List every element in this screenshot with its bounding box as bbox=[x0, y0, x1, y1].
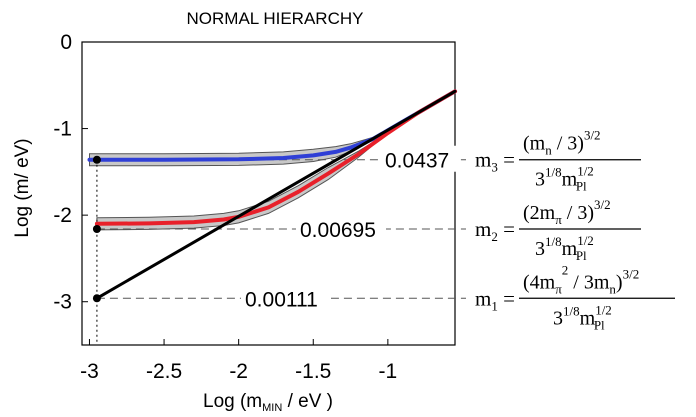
series-layer bbox=[87, 89, 457, 300]
formula-numerator: (mn / 3)3/2 bbox=[523, 128, 601, 158]
formula-lhs: m1 = bbox=[475, 286, 515, 313]
series-line-m1 bbox=[95, 89, 457, 300]
plot-frame bbox=[81, 41, 456, 346]
x-axis-label: Log (mMIN / eV ) bbox=[203, 391, 333, 414]
x-tick-label: -2 bbox=[229, 360, 248, 383]
chart-title: NORMAL HIERARCHY bbox=[187, 9, 364, 28]
y-tick-label: -1 bbox=[53, 118, 72, 141]
formula-denominator: 31/8m1/2 Pl bbox=[535, 164, 594, 194]
intercept-point bbox=[92, 155, 101, 164]
series-line-m2 bbox=[94, 89, 457, 226]
y-tick-label: 0 bbox=[60, 31, 72, 54]
formula-denominator: 31/8m1/2 Pl bbox=[535, 233, 594, 263]
formula-denominator: 31/8m1/2 Pl bbox=[553, 302, 612, 332]
y-tick-label: -2 bbox=[53, 204, 72, 227]
value-label: 0.00695 bbox=[300, 219, 376, 242]
value-label-bg bbox=[381, 145, 459, 172]
value-label-bg bbox=[241, 284, 331, 311]
guide-layer bbox=[96, 159, 466, 345]
intercept-point bbox=[92, 294, 101, 303]
value-label: 0.0437 bbox=[385, 150, 449, 173]
x-tick-label: -3 bbox=[80, 360, 99, 383]
x-tick-label: -2.5 bbox=[146, 360, 182, 383]
formula-lhs: m3 = bbox=[475, 148, 515, 175]
value-label: 0.00111 bbox=[245, 288, 318, 311]
intercept-point bbox=[92, 224, 101, 233]
x-tick-label: -1.5 bbox=[295, 360, 331, 383]
ticks-layer: 0 -1 -2 -3 -3 -2.5 -2 -1.5 -1 bbox=[53, 31, 397, 383]
formula-lhs: m2 = bbox=[475, 217, 515, 244]
annotation-layer: 0.0437 m3 = (mn / 3)3/2 31/8m1/2 Pl 0.00695 m2… bbox=[241, 128, 675, 332]
formula-numerator: (4mπ2 / 3mn)3/2 bbox=[523, 262, 639, 296]
formula-numerator: (2mπ / 3)3/2 bbox=[523, 197, 611, 227]
value-label-bg bbox=[296, 214, 386, 241]
x-tick-label: -1 bbox=[379, 360, 398, 383]
y-axis-label: Log (m/ eV) bbox=[12, 138, 33, 237]
points-layer bbox=[92, 155, 101, 303]
y-tick-label: -3 bbox=[53, 291, 72, 314]
